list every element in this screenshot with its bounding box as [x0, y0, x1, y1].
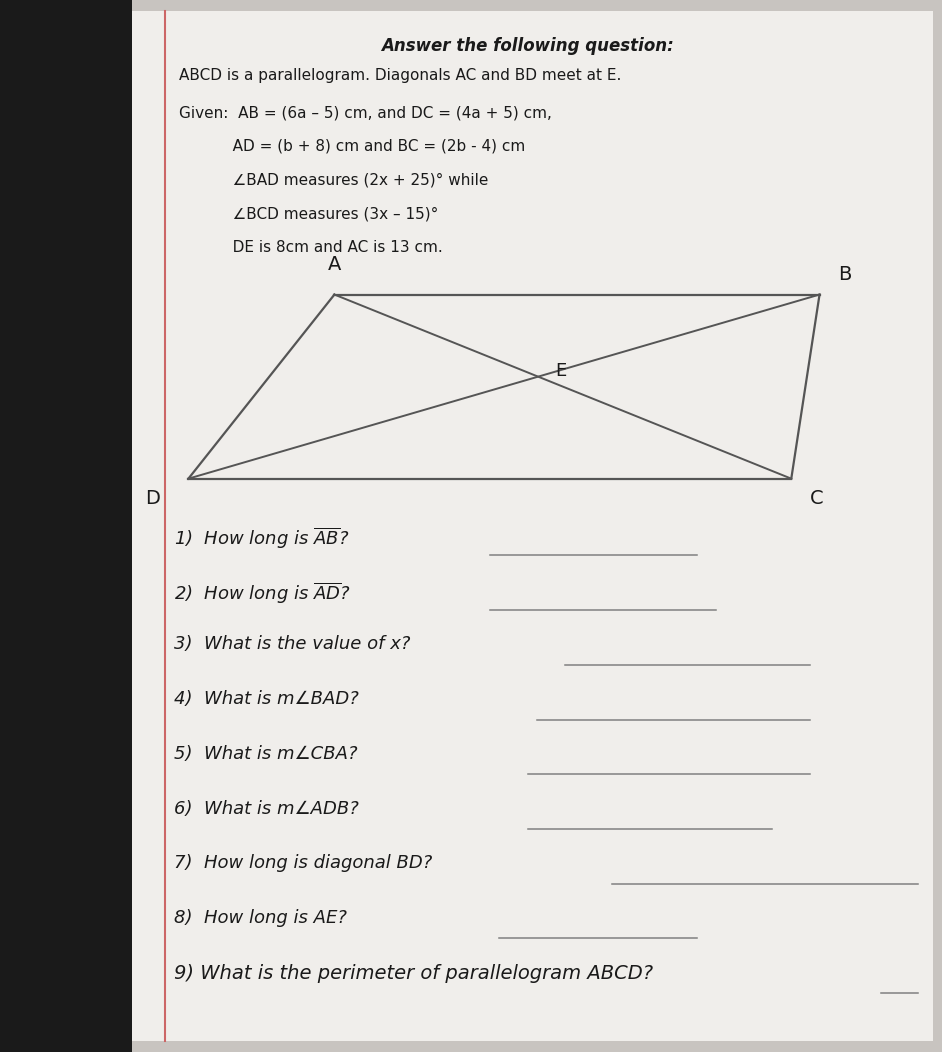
- Text: 6)  What is m∠ADB?: 6) What is m∠ADB?: [174, 800, 359, 817]
- Text: Given:  AB = (6a – 5) cm, and DC = (4a + 5) cm,: Given: AB = (6a – 5) cm, and DC = (4a + …: [179, 105, 552, 120]
- Text: ABCD is a parallelogram. Diagonals AC and BD meet at E.: ABCD is a parallelogram. Diagonals AC an…: [179, 68, 622, 83]
- Text: E: E: [555, 362, 566, 381]
- Text: C: C: [810, 489, 823, 508]
- FancyBboxPatch shape: [0, 0, 132, 1052]
- Text: 5)  What is m∠CBA?: 5) What is m∠CBA?: [174, 745, 358, 763]
- Text: A: A: [328, 255, 341, 274]
- Text: 3)  What is the value of x?: 3) What is the value of x?: [174, 635, 411, 653]
- FancyBboxPatch shape: [132, 11, 933, 1041]
- FancyBboxPatch shape: [132, 0, 942, 1052]
- Text: B: B: [838, 265, 852, 284]
- Text: D: D: [145, 489, 160, 508]
- Text: AD = (b + 8) cm and BC = (2b - 4) cm: AD = (b + 8) cm and BC = (2b - 4) cm: [179, 139, 526, 154]
- Text: 1)  How long is $\overline{AB}$?: 1) How long is $\overline{AB}$?: [174, 526, 349, 551]
- Text: 2)  How long is $\overline{AD}$?: 2) How long is $\overline{AD}$?: [174, 581, 351, 606]
- Text: ∠BAD measures (2x + 25)° while: ∠BAD measures (2x + 25)° while: [179, 173, 488, 187]
- Text: 4)  What is m∠BAD?: 4) What is m∠BAD?: [174, 690, 359, 708]
- Text: 7)  How long is diagonal BD?: 7) How long is diagonal BD?: [174, 854, 432, 872]
- Text: 9) What is the perimeter of parallelogram ABCD?: 9) What is the perimeter of parallelogra…: [174, 964, 654, 983]
- Text: 8)  How long is AE?: 8) How long is AE?: [174, 909, 348, 927]
- Text: ∠BCD measures (3x – 15)°: ∠BCD measures (3x – 15)°: [179, 206, 438, 221]
- Text: DE is 8cm and AC is 13 cm.: DE is 8cm and AC is 13 cm.: [179, 240, 443, 255]
- Text: Answer the following question:: Answer the following question:: [382, 37, 674, 55]
